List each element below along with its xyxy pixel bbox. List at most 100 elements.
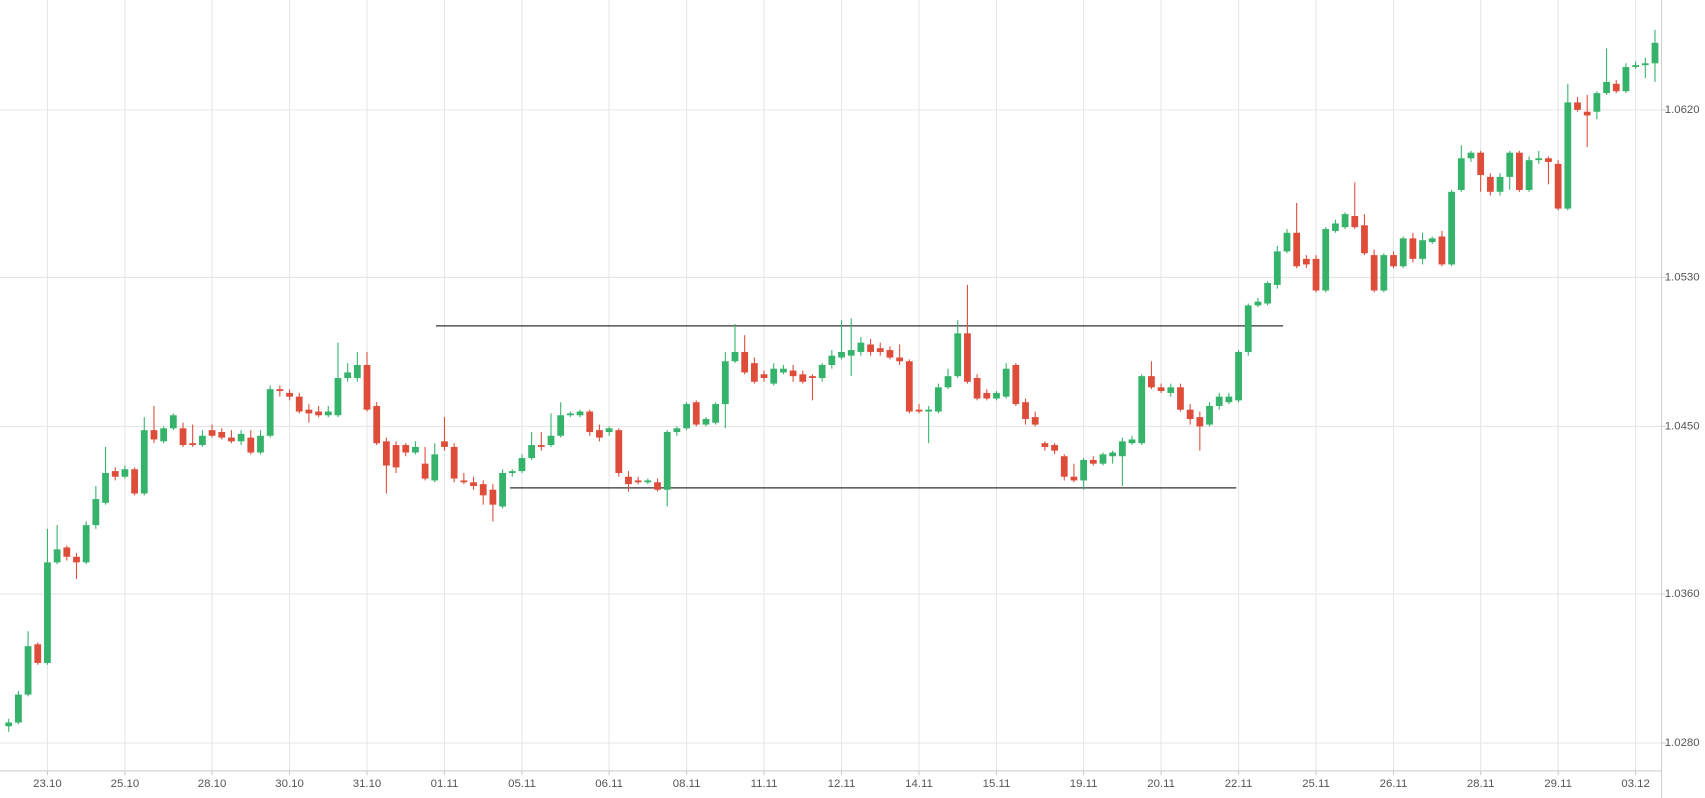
candle-body bbox=[576, 411, 584, 416]
candle-body bbox=[489, 489, 497, 505]
candle-body bbox=[295, 396, 303, 412]
candle-body bbox=[799, 374, 807, 382]
candle-body bbox=[934, 387, 942, 412]
candle-body bbox=[131, 469, 138, 494]
candle-body bbox=[305, 409, 313, 414]
grid bbox=[0, 0, 1662, 771]
candle-body bbox=[508, 471, 516, 473]
candle-body bbox=[1031, 417, 1039, 425]
x-tick-label: 28.10 bbox=[198, 778, 227, 790]
candle-body bbox=[1196, 417, 1204, 427]
candle-body bbox=[867, 344, 874, 352]
x-tick-label: 11.11 bbox=[751, 778, 778, 790]
candle-body bbox=[140, 430, 148, 494]
candle-body bbox=[1564, 102, 1572, 209]
x-tick-label: 14.11 bbox=[905, 778, 933, 790]
candle-body bbox=[634, 480, 642, 483]
candle-body bbox=[915, 409, 923, 412]
candles bbox=[5, 29, 1659, 732]
candle-body bbox=[1486, 176, 1494, 192]
levels bbox=[436, 325, 1284, 489]
candle-body bbox=[286, 392, 293, 397]
candle-body bbox=[557, 415, 565, 436]
candle-body bbox=[702, 418, 710, 425]
candle-body bbox=[683, 404, 690, 429]
candle-body bbox=[1157, 387, 1165, 392]
x-tick-label: 08.11 bbox=[673, 778, 701, 790]
candle-body bbox=[1312, 258, 1320, 291]
candle-body bbox=[1138, 376, 1146, 444]
x-tick-label: 22.11 bbox=[1225, 778, 1253, 790]
candle-body bbox=[53, 549, 61, 563]
x-tick-label: 01.11 bbox=[431, 778, 459, 790]
candle-body bbox=[92, 499, 100, 526]
candle-body bbox=[1545, 158, 1552, 163]
candle-body bbox=[1341, 214, 1349, 228]
candle-body bbox=[1506, 152, 1514, 177]
candle-body bbox=[470, 482, 477, 487]
candle-body bbox=[5, 722, 13, 727]
candle-body bbox=[876, 348, 884, 352]
x-tick-label: 30.10 bbox=[275, 778, 304, 790]
candle-body bbox=[24, 646, 32, 695]
candle-body bbox=[1477, 152, 1485, 176]
candle-body bbox=[1060, 456, 1068, 477]
candle-body bbox=[993, 392, 1000, 399]
candle-body bbox=[1206, 405, 1213, 425]
candle-body bbox=[1351, 216, 1359, 228]
candle-body bbox=[809, 376, 816, 379]
candle-body bbox=[566, 413, 574, 416]
candle-body bbox=[34, 644, 42, 663]
candle-body bbox=[654, 482, 661, 490]
candle-body bbox=[1583, 111, 1591, 116]
candle-body bbox=[1457, 158, 1465, 190]
candle-body bbox=[944, 376, 952, 388]
candle-body bbox=[208, 430, 216, 436]
y-tick-label: 1.0360 bbox=[1665, 588, 1700, 600]
candle-body bbox=[479, 484, 487, 496]
candle-body bbox=[1574, 102, 1581, 110]
candle-body bbox=[1051, 445, 1058, 451]
candle-body bbox=[1380, 255, 1388, 291]
candle-body bbox=[247, 437, 255, 453]
x-tick-label: 20.11 bbox=[1147, 778, 1175, 790]
candle-body bbox=[1641, 63, 1649, 66]
candle-body bbox=[625, 476, 632, 485]
candle-body bbox=[402, 445, 410, 453]
candle-body bbox=[111, 471, 119, 477]
candle-body bbox=[586, 411, 594, 433]
candle-body bbox=[1264, 283, 1272, 304]
candle-body bbox=[1496, 176, 1504, 192]
candle-body bbox=[1128, 439, 1136, 444]
candle-body bbox=[324, 411, 332, 416]
candle-body bbox=[1225, 396, 1233, 403]
candle-body bbox=[1002, 368, 1010, 397]
candle-body bbox=[964, 333, 971, 382]
candle-body bbox=[218, 432, 226, 438]
candle-body bbox=[857, 342, 865, 352]
candle-body bbox=[596, 430, 603, 438]
candle-body bbox=[828, 355, 836, 365]
candle-body bbox=[518, 458, 526, 472]
candle-body bbox=[663, 432, 671, 490]
candle-body bbox=[1167, 387, 1175, 393]
y-tick-label: 1.0450 bbox=[1665, 420, 1700, 432]
candle-body bbox=[63, 547, 71, 557]
candle-body bbox=[886, 350, 894, 358]
candle-body bbox=[547, 435, 555, 446]
candle-body bbox=[1012, 364, 1020, 405]
candle-body bbox=[121, 469, 129, 477]
candle-body bbox=[1118, 441, 1126, 457]
candle-body bbox=[1244, 305, 1252, 352]
candle-body bbox=[1428, 238, 1436, 243]
x-tick-label: 06.11 bbox=[595, 778, 623, 790]
candle-body bbox=[1041, 443, 1049, 447]
candle-body bbox=[1390, 255, 1397, 267]
candle-body bbox=[1448, 191, 1456, 265]
candle-body bbox=[1109, 452, 1117, 457]
candle-body bbox=[1293, 232, 1301, 267]
candle-body bbox=[160, 428, 168, 442]
candle-body bbox=[838, 351, 845, 358]
